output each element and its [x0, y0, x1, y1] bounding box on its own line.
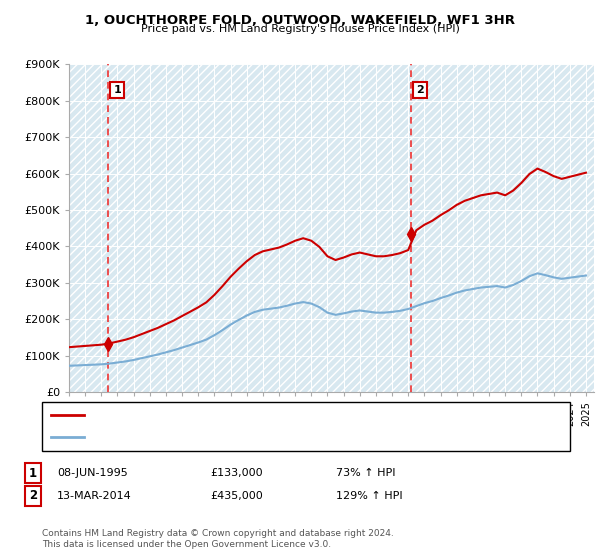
Text: 1: 1 — [29, 466, 37, 480]
Text: Contains HM Land Registry data © Crown copyright and database right 2024.
This d: Contains HM Land Registry data © Crown c… — [42, 529, 394, 549]
Text: 2: 2 — [416, 85, 424, 95]
Text: 2: 2 — [29, 489, 37, 502]
Text: Price paid vs. HM Land Registry's House Price Index (HPI): Price paid vs. HM Land Registry's House … — [140, 24, 460, 34]
Text: 73% ↑ HPI: 73% ↑ HPI — [336, 468, 395, 478]
Text: 1: 1 — [113, 85, 121, 95]
Text: £133,000: £133,000 — [210, 468, 263, 478]
Text: HPI: Average price, detached house, Wakefield: HPI: Average price, detached house, Wake… — [87, 432, 331, 442]
Text: £435,000: £435,000 — [210, 491, 263, 501]
Text: 129% ↑ HPI: 129% ↑ HPI — [336, 491, 403, 501]
Text: 08-JUN-1995: 08-JUN-1995 — [57, 468, 128, 478]
Text: 13-MAR-2014: 13-MAR-2014 — [57, 491, 132, 501]
Text: 1, OUCHTHORPE FOLD, OUTWOOD, WAKEFIELD, WF1 3HR (detached house): 1, OUCHTHORPE FOLD, OUTWOOD, WAKEFIELD, … — [87, 410, 482, 421]
Text: 1, OUCHTHORPE FOLD, OUTWOOD, WAKEFIELD, WF1 3HR: 1, OUCHTHORPE FOLD, OUTWOOD, WAKEFIELD, … — [85, 14, 515, 27]
